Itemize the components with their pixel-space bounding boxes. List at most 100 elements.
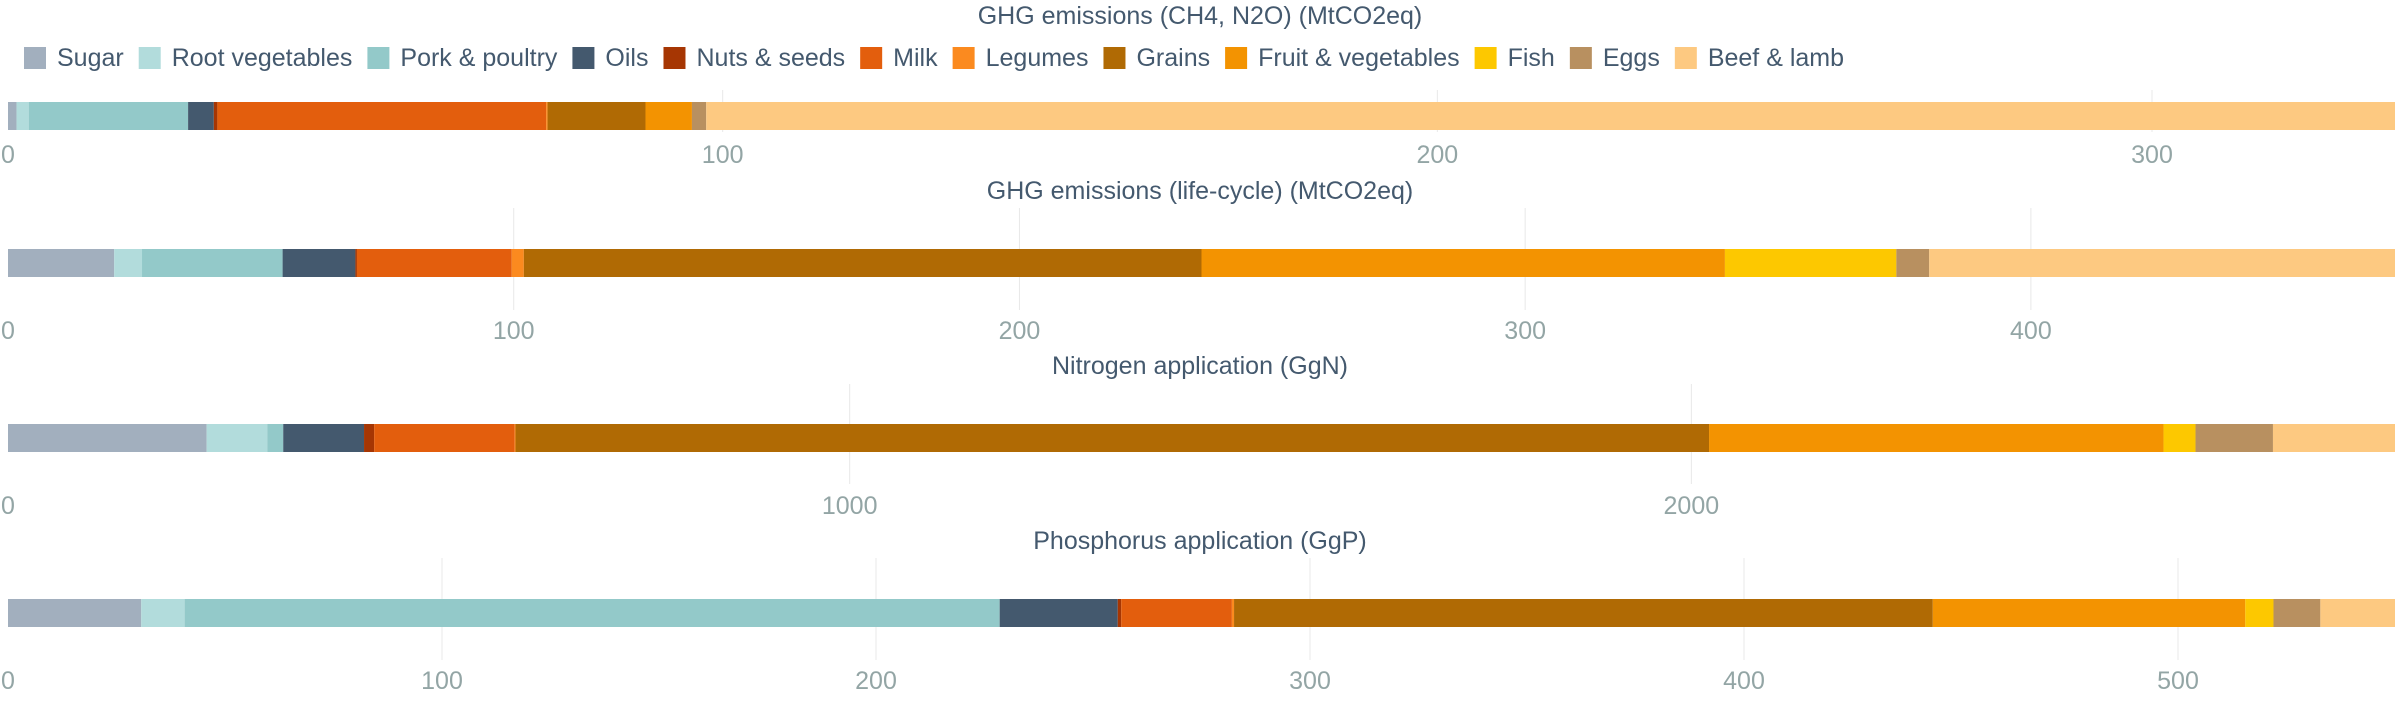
tick-label: 400 bbox=[1723, 667, 1765, 695]
legend-item-eggs[interactable]: Eggs bbox=[1569, 44, 1660, 72]
legend-label: Fish bbox=[1508, 44, 1555, 72]
bar-segment-oils[interactable] bbox=[188, 102, 214, 130]
bar-segment-fruit-and-vegetables[interactable] bbox=[645, 102, 692, 130]
bar-segment-milk[interactable] bbox=[217, 102, 547, 130]
bar-segment-pork-and-poultry[interactable] bbox=[267, 424, 284, 452]
bar-segment-oils[interactable] bbox=[999, 599, 1118, 627]
bar-segment-legumes[interactable] bbox=[511, 249, 524, 277]
legend-swatch bbox=[572, 47, 595, 69]
bar-segment-milk[interactable] bbox=[356, 249, 512, 277]
bar-segment-oils[interactable] bbox=[282, 249, 356, 277]
bar-segment-milk[interactable] bbox=[1121, 599, 1232, 627]
bar-segment-nuts-and-seeds[interactable] bbox=[355, 249, 357, 277]
legend-item-grains[interactable]: Grains bbox=[1103, 44, 1210, 72]
bar-segment-fruit-and-vegetables[interactable] bbox=[1709, 424, 2164, 452]
legend-swatch bbox=[860, 47, 883, 69]
chart-panel-3: Nitrogen application (GgN) 0 1000 2000 bbox=[1, 352, 2395, 520]
tick-label: 200 bbox=[855, 667, 897, 695]
bar-segment-root-vegetables[interactable] bbox=[114, 249, 143, 277]
tick-label: 200 bbox=[999, 317, 1041, 345]
bar-segment-sugar[interactable] bbox=[8, 102, 17, 130]
bar-segment-milk[interactable] bbox=[374, 424, 515, 452]
tick-label: 0 bbox=[1, 317, 15, 345]
bar-segment-beef-and-lamb[interactable] bbox=[706, 102, 2396, 130]
tick-label: 100 bbox=[702, 141, 744, 169]
legend-item-pork-and-poultry[interactable]: Pork & poultry bbox=[367, 44, 558, 72]
bar-segment-fruit-and-vegetables[interactable] bbox=[1201, 249, 1725, 277]
legend-item-root-vegetables[interactable]: Root vegetables bbox=[138, 44, 353, 72]
tick-label: 100 bbox=[421, 667, 463, 695]
legend-swatch bbox=[138, 47, 161, 69]
bar-segment-nuts-and-seeds[interactable] bbox=[213, 102, 218, 130]
tick-label: 100 bbox=[493, 317, 535, 345]
legend-label: Nuts & seeds bbox=[696, 44, 845, 72]
bar-segment-oils[interactable] bbox=[283, 424, 365, 452]
bar-segment-beef-and-lamb[interactable] bbox=[2320, 599, 2395, 627]
legend-item-oils[interactable]: Oils bbox=[572, 44, 648, 72]
panel-title: Phosphorus application (GgP) bbox=[1033, 527, 1367, 555]
bar-segment-eggs[interactable] bbox=[691, 102, 707, 130]
bar-segment-root-vegetables[interactable] bbox=[141, 599, 185, 627]
bar-segment-grains[interactable] bbox=[547, 102, 646, 130]
legend-label: Fruit & vegetables bbox=[1258, 44, 1460, 72]
bar-segment-pork-and-poultry[interactable] bbox=[184, 599, 1000, 627]
legend-swatch bbox=[1569, 47, 1592, 69]
legend-item-milk[interactable]: Milk bbox=[860, 44, 938, 72]
bar-segment-eggs[interactable] bbox=[1896, 249, 1930, 277]
legend-label: Root vegetables bbox=[172, 44, 353, 72]
bar-segment-fish[interactable] bbox=[2163, 424, 2196, 452]
chart-panel-1: GHG emissions (CH4, N2O) (MtCO2eq) 0 100 20… bbox=[1, 2, 2396, 169]
bar-segment-pork-and-poultry[interactable] bbox=[142, 249, 283, 277]
legend-item-legumes[interactable]: Legumes bbox=[952, 44, 1089, 72]
legend-item-sugar[interactable]: Sugar bbox=[24, 44, 124, 72]
bar-segment-sugar[interactable] bbox=[8, 599, 142, 627]
legend-label: Milk bbox=[893, 44, 938, 72]
legend-item-fruit-and-vegetables[interactable]: Fruit & vegetables bbox=[1225, 44, 1460, 72]
tick-label: 0 bbox=[1, 141, 15, 169]
bar-segment-nuts-and-seeds[interactable] bbox=[364, 424, 375, 452]
legend-swatch bbox=[952, 47, 975, 69]
tick-label: 1000 bbox=[822, 492, 878, 520]
legend-swatch bbox=[1103, 47, 1126, 69]
bar-segment-beef-and-lamb[interactable] bbox=[2272, 424, 2395, 452]
legend-label: Grains bbox=[1136, 44, 1210, 72]
bar-segment-grains[interactable] bbox=[523, 249, 1202, 277]
bar-segment-fish[interactable] bbox=[1724, 249, 1897, 277]
legend-item-beef-and-lamb[interactable]: Beef & lamb bbox=[1674, 44, 1844, 72]
legend: Sugar Root vegetables Pork & poultry Oils Nu… bbox=[24, 44, 1844, 72]
legend-label: Sugar bbox=[57, 44, 124, 72]
panel-title: Nitrogen application (GgN) bbox=[1052, 352, 1348, 380]
bar-segment-fish[interactable] bbox=[2245, 599, 2274, 627]
legend-swatch bbox=[367, 47, 390, 69]
legend-label: Pork & poultry bbox=[400, 44, 558, 72]
bar-segment-grains[interactable] bbox=[1234, 599, 1933, 627]
bar-segment-eggs[interactable] bbox=[2195, 424, 2273, 452]
tick-label: 300 bbox=[2131, 141, 2173, 169]
legend-label: Legumes bbox=[986, 44, 1089, 72]
bar-segment-sugar[interactable] bbox=[8, 424, 207, 452]
tick-label: 400 bbox=[2010, 317, 2052, 345]
tick-label: 200 bbox=[1416, 141, 1458, 169]
legend-item-nuts-and-seeds[interactable]: Nuts & seeds bbox=[663, 44, 845, 72]
bar-segment-legumes[interactable] bbox=[1231, 599, 1235, 627]
legend-swatch bbox=[24, 47, 46, 69]
bar-segment-fruit-and-vegetables[interactable] bbox=[1932, 599, 2246, 627]
bar-segment-nuts-and-seeds[interactable] bbox=[1117, 599, 1122, 627]
tick-label: 0 bbox=[1, 667, 15, 695]
bar-segment-grains[interactable] bbox=[515, 424, 1710, 452]
bar-segment-beef-and-lamb[interactable] bbox=[1929, 249, 2395, 277]
panel-title: GHG emissions (CH4, N2O) (MtCO2eq) bbox=[978, 2, 1423, 30]
bar-segment-root-vegetables[interactable] bbox=[16, 102, 29, 130]
chart-panel-2: GHG emissions (life-cycle) (MtCO2eq) 0 100… bbox=[1, 177, 2395, 345]
bar-segment-root-vegetables[interactable] bbox=[206, 424, 268, 452]
bar-segment-legumes[interactable] bbox=[546, 102, 548, 130]
legend-item-fish[interactable]: Fish bbox=[1474, 44, 1555, 72]
bar-segment-pork-and-poultry[interactable] bbox=[28, 102, 189, 130]
bar-segment-legumes[interactable] bbox=[514, 424, 516, 452]
bar-segment-sugar[interactable] bbox=[8, 249, 115, 277]
legend-swatch bbox=[1474, 47, 1497, 69]
bar-segment-eggs[interactable] bbox=[2273, 599, 2321, 627]
